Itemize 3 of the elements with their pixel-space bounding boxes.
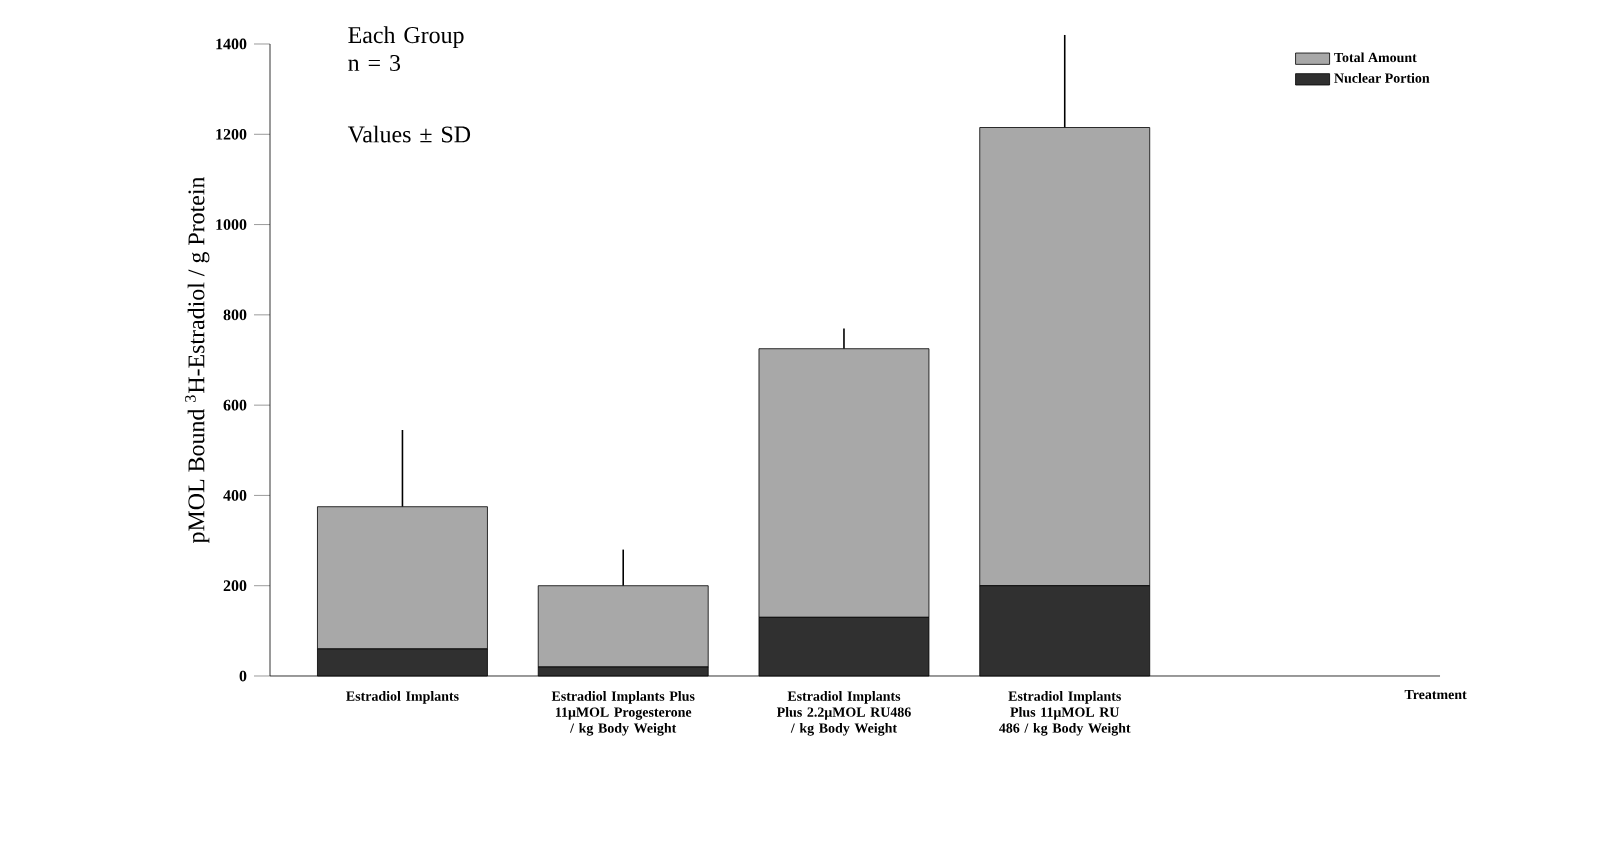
y-axis-title: pMOL Bound $^{3}$H-Estradiol / g Protein	[185, 176, 210, 544]
annotation: Each Group n = 3	[348, 26, 464, 72]
annotation: Values ± SD	[347, 125, 471, 143]
